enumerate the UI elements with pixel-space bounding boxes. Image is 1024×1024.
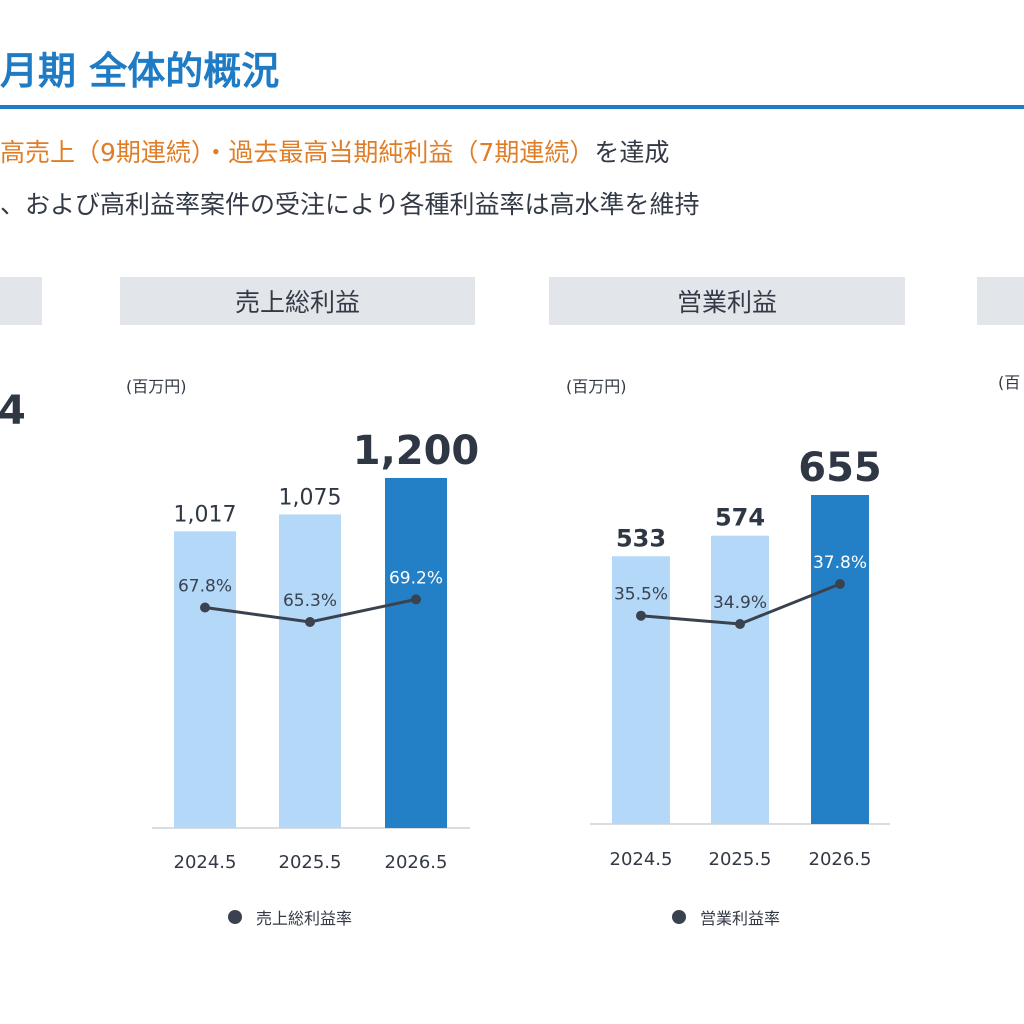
rate-point — [411, 594, 421, 605]
rate-label: 65.3% — [283, 591, 337, 611]
page-title: 月期 全体的概況 — [0, 49, 280, 93]
bar-2025.5 — [711, 535, 769, 824]
bar-value-label: 533 — [616, 524, 666, 552]
bar-2024.5 — [612, 556, 670, 824]
rate-label: 35.5% — [614, 585, 668, 605]
x-tick-label: 2025.5 — [709, 849, 772, 870]
gross-profit-legend: 売上総利益率 — [228, 905, 352, 929]
bar-2024.5 — [174, 531, 236, 828]
operating-profit-panel-header: 営業利益 — [549, 277, 905, 325]
left-panel-header — [0, 277, 42, 325]
x-tick-label: 2024.5 — [174, 852, 237, 873]
right-panel-unit-label: (百 — [998, 373, 1021, 392]
x-tick-label: 2025.5 — [279, 852, 342, 873]
rate-point — [835, 578, 845, 589]
summary-tail: を達成 — [594, 138, 670, 167]
gross-profit-unit-label: (百万円) — [126, 377, 187, 396]
x-tick-label: 2024.5 — [610, 849, 673, 870]
bar-value-label: 1,200 — [353, 428, 480, 474]
rate-label: 69.2% — [389, 568, 443, 588]
x-tick-label: 2026.5 — [385, 852, 448, 873]
rate-point — [636, 610, 646, 621]
summary-line-1: 高売上（9期連続）・過去最高当期純利益（7期連続）を達成 — [0, 133, 669, 169]
summary-line-2: 、および高利益率案件の受注により各種利益率は高水準を維持 — [0, 190, 700, 219]
bar-value-label: 1,017 — [174, 502, 237, 527]
x-tick-label: 2026.5 — [809, 849, 872, 870]
legend-marker-icon — [228, 910, 242, 924]
gross-profit-legend-label: 売上総利益率 — [256, 909, 353, 928]
legend-marker-icon — [672, 910, 686, 924]
title-divider — [0, 105, 1024, 109]
operating-profit-legend: 営業利益率 — [672, 905, 780, 929]
gross-profit-chart: 1,017 2024.5 1,075 2025.5 1,200 2026.5 67.8% 65… — [152, 428, 479, 873]
left-panel-big-value: 4 — [0, 388, 26, 434]
bar-2025.5 — [279, 514, 341, 828]
bar-value-label: 574 — [715, 504, 765, 532]
rate-point — [200, 602, 210, 613]
rate-label: 37.8% — [813, 553, 867, 573]
bar-2026.5 — [385, 477, 447, 828]
bar-2026.5 — [811, 494, 869, 824]
bar-value-label: 1,075 — [279, 485, 342, 510]
gross-profit-panel-header: 売上総利益 — [120, 277, 475, 325]
operating-profit-unit-label: (百万円) — [566, 377, 627, 396]
operating-profit-legend-label: 営業利益率 — [700, 909, 781, 928]
right-panel-header — [977, 277, 1024, 325]
rate-point — [305, 617, 315, 627]
rate-label: 34.9% — [713, 593, 767, 613]
operating-profit-chart: 533 2024.5 574 2025.5 655 2026.5 35.5% 34.9% 37.… — [590, 445, 890, 870]
rate-label: 67.8% — [178, 577, 232, 597]
summary-highlight: 高売上（9期連続）・過去最高当期純利益（7期連続） — [0, 138, 595, 167]
bar-value-label: 655 — [798, 445, 882, 491]
rate-point — [735, 619, 745, 629]
